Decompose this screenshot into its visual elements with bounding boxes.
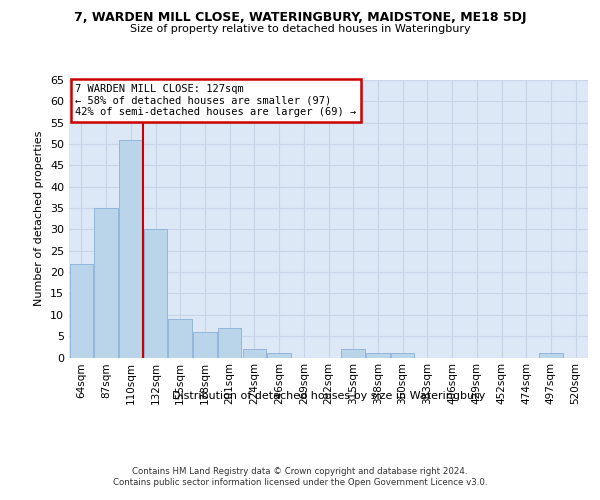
- Y-axis label: Number of detached properties: Number of detached properties: [34, 131, 44, 306]
- Text: Size of property relative to detached houses in Wateringbury: Size of property relative to detached ho…: [130, 24, 470, 34]
- Text: Contains HM Land Registry data © Crown copyright and database right 2024.
Contai: Contains HM Land Registry data © Crown c…: [113, 468, 487, 487]
- Text: Distribution of detached houses by size in Wateringbury: Distribution of detached houses by size …: [172, 391, 485, 401]
- Bar: [193, 332, 217, 357]
- Bar: [366, 353, 389, 358]
- Bar: [391, 353, 415, 358]
- Bar: [268, 353, 291, 358]
- Bar: [539, 353, 563, 358]
- Bar: [218, 328, 241, 358]
- Bar: [242, 349, 266, 358]
- Bar: [94, 208, 118, 358]
- Bar: [144, 230, 167, 358]
- Text: 7, WARDEN MILL CLOSE, WATERINGBURY, MAIDSTONE, ME18 5DJ: 7, WARDEN MILL CLOSE, WATERINGBURY, MAID…: [74, 11, 526, 24]
- Bar: [70, 264, 93, 358]
- Bar: [341, 349, 365, 358]
- Text: 7 WARDEN MILL CLOSE: 127sqm
← 58% of detached houses are smaller (97)
42% of sem: 7 WARDEN MILL CLOSE: 127sqm ← 58% of det…: [75, 84, 356, 117]
- Bar: [119, 140, 143, 358]
- Bar: [169, 319, 192, 358]
